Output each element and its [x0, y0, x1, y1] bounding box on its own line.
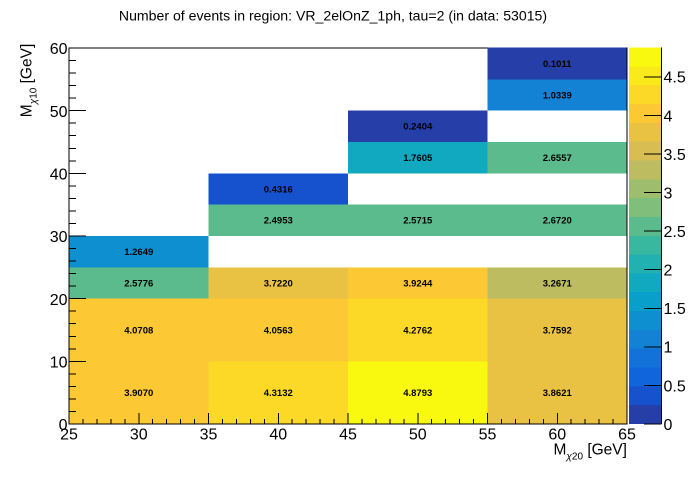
svg-text:3.9070: 3.9070: [124, 388, 153, 399]
svg-text:3.5: 3.5: [664, 147, 686, 164]
svg-text:4.0708: 4.0708: [124, 325, 153, 336]
svg-text:30: 30: [50, 229, 68, 246]
svg-text:2.5776: 2.5776: [124, 278, 153, 289]
svg-text:2.6720: 2.6720: [543, 216, 572, 227]
svg-text:3.8621: 3.8621: [543, 388, 573, 399]
svg-text:0.4316: 0.4316: [264, 184, 293, 195]
svg-text:3.7220: 3.7220: [264, 278, 293, 289]
svg-text:60: 60: [548, 427, 566, 444]
svg-text:4.8793: 4.8793: [403, 388, 432, 399]
svg-text:45: 45: [339, 427, 357, 444]
svg-text:4: 4: [664, 108, 673, 125]
svg-text:40: 40: [269, 427, 287, 444]
svg-text:2: 2: [664, 263, 673, 280]
svg-text:40: 40: [50, 166, 68, 183]
svg-text:1: 1: [664, 340, 673, 357]
svg-text:50: 50: [409, 427, 427, 444]
svg-text:1.5: 1.5: [664, 301, 686, 318]
svg-text:10: 10: [50, 354, 68, 371]
svg-text:0.1011: 0.1011: [543, 59, 572, 70]
svg-text:35: 35: [200, 427, 218, 444]
svg-text:2.4953: 2.4953: [264, 216, 293, 227]
svg-text:0: 0: [664, 417, 673, 434]
svg-text:4.0563: 4.0563: [264, 325, 293, 336]
svg-text:20: 20: [50, 292, 68, 309]
svg-text:0.2404: 0.2404: [403, 122, 433, 133]
svg-text:1.2649: 1.2649: [124, 247, 153, 258]
svg-text:3.2671: 3.2671: [543, 278, 573, 289]
svg-text:3.7592: 3.7592: [543, 325, 572, 336]
svg-text:55: 55: [479, 427, 497, 444]
svg-text:Number of events in region: VR: Number of events in region: VR_2elOnZ_1p…: [119, 8, 547, 24]
svg-text:3.9244: 3.9244: [403, 278, 433, 289]
svg-text:2.5: 2.5: [664, 224, 686, 241]
svg-text:1.7605: 1.7605: [403, 153, 433, 164]
svg-text:3: 3: [664, 185, 673, 202]
svg-text:4.2762: 4.2762: [403, 325, 432, 336]
svg-text:30: 30: [130, 427, 148, 444]
svg-text:65: 65: [618, 427, 636, 444]
svg-text:4.3132: 4.3132: [264, 388, 293, 399]
svg-text:1.0339: 1.0339: [543, 90, 572, 101]
svg-text:60: 60: [50, 41, 68, 58]
svg-text:25: 25: [60, 427, 78, 444]
svg-text:2.6557: 2.6557: [543, 153, 572, 164]
svg-text:4.5: 4.5: [664, 70, 686, 87]
svg-text:50: 50: [50, 104, 68, 121]
svg-text:0: 0: [59, 417, 68, 434]
svg-text:0.5: 0.5: [664, 378, 686, 395]
svg-text:2.5715: 2.5715: [403, 216, 433, 227]
